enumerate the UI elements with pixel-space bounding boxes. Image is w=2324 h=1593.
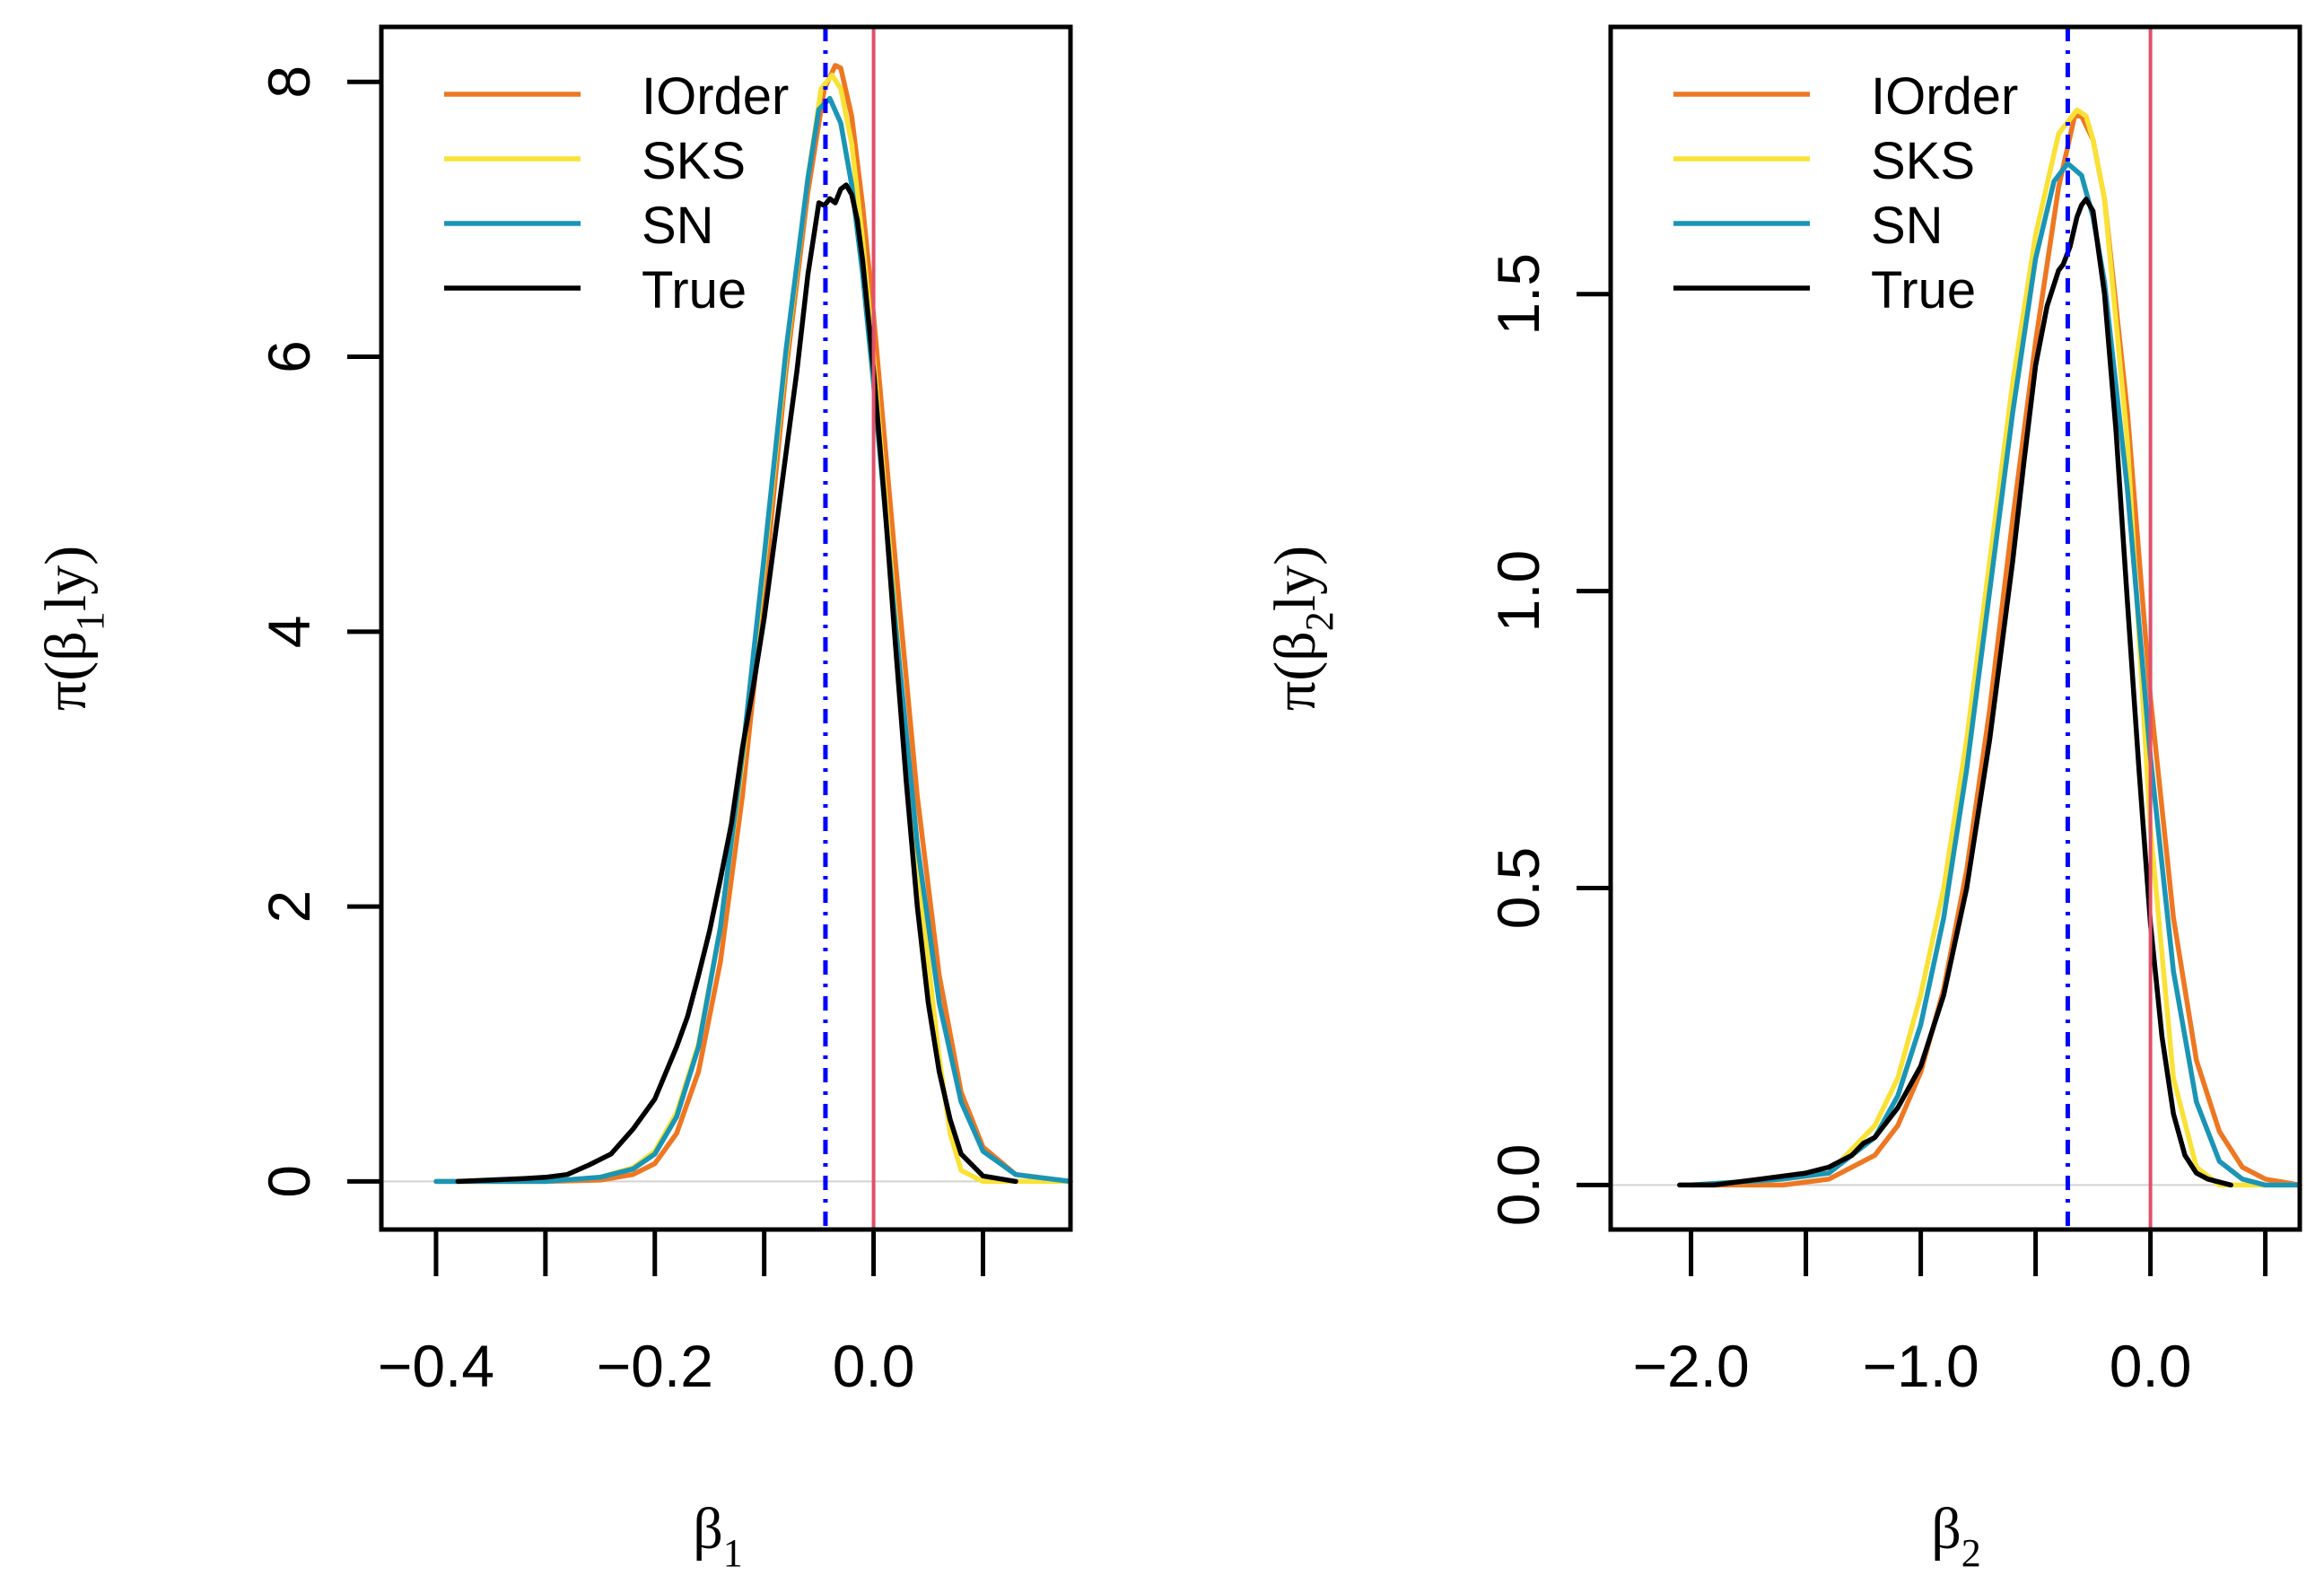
left-y-tick-label: 4 [256,615,322,648]
left-iorder-density-line [433,63,1073,1185]
left-x-tick-label: −0.4 [378,1333,494,1399]
left-x-axis-label: β1 [693,1496,743,1575]
left-legend-label-true: True [642,261,747,319]
right-true-density-line [1677,197,2233,1188]
right-sks-density-line [1688,107,2302,1188]
right-iorder-density-line [1688,113,2302,1188]
left-legend-label-sks: SKS [642,132,746,190]
left-y-axis-label: π(β1ly) [33,546,112,711]
right-legend-label-sks: SKS [1871,132,1975,190]
right-x-axis-label: β2 [1931,1496,1981,1575]
left-y-tick-label: 0 [256,1165,322,1198]
right-x-tick-label: 0.0 [2110,1333,2192,1399]
left-sn-density-line [433,95,1073,1185]
right-y-tick-label: 1.0 [1485,550,1551,633]
left-legend-label-iorder: IOrder [642,67,789,126]
left-plot-frame [379,24,1073,1232]
left-y-tick-label: 6 [256,340,322,373]
right-legend-label-true: True [1871,261,1976,319]
left-y-tick-label: 2 [256,890,322,923]
left-sks-density-line [433,72,1073,1185]
right-y-tick-label: 0.0 [1485,1143,1551,1226]
left-x-tick-label: −0.2 [597,1333,713,1399]
right-legend-label-sn: SN [1871,197,1944,255]
right-y-axis-label: π(β2ly) [1262,546,1341,711]
right-y-tick-label: 1.5 [1485,253,1551,336]
right-sn-density-line [1688,161,2302,1188]
right-x-tick-label: −1.0 [1862,1333,1979,1399]
right-plot-frame [1608,24,2302,1232]
right-x-tick-label: −2.0 [1632,1333,1749,1399]
left-x-tick-label: 0.0 [833,1333,915,1399]
left-legend-label-sn: SN [642,197,714,255]
left-density-panel: −0.4 −0.2 0.0 0 2 4 6 8 IOrder SKS SN True β1 π(β… [33,24,1073,1575]
right-legend-label-iorder: IOrder [1871,67,2018,126]
right-density-panel: −2.0 −1.0 0.0 0.0 0.5 1.0 1.5 IOrder SKS SN True… [1262,24,2302,1575]
left-true-density-line [455,182,1018,1185]
right-y-tick-label: 0.5 [1485,847,1551,930]
left-y-tick-label: 8 [256,66,322,99]
